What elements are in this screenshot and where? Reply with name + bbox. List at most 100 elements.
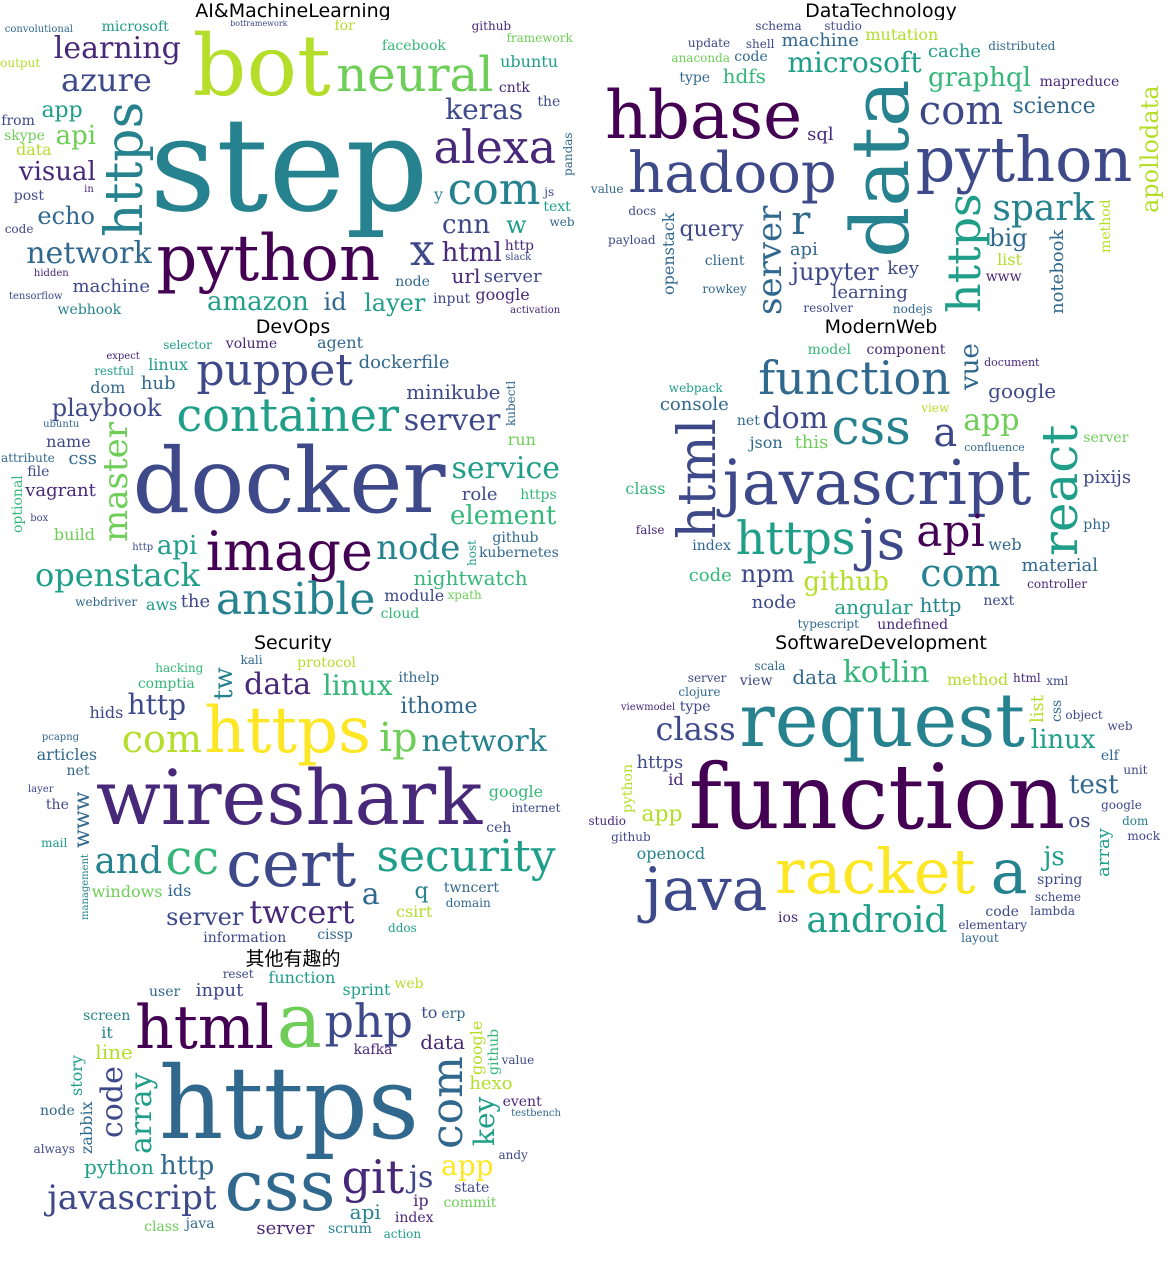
word-id: id (323, 288, 347, 317)
word-function: function (268, 968, 336, 987)
word-host: host (464, 540, 479, 567)
panel-title: SoftwareDevelopment (775, 632, 987, 654)
word-windows: windows (91, 881, 163, 901)
word-function: function (758, 351, 951, 406)
word-class: class (625, 478, 666, 498)
word-schema: schema (755, 20, 802, 34)
word-github: github (492, 530, 539, 547)
word-dom: dom (762, 401, 829, 437)
word-pixijs: pixijs (1083, 466, 1132, 488)
word-view: view (921, 400, 950, 415)
word-azure: azure (61, 61, 152, 100)
word-http: http (919, 592, 962, 617)
word-linux: linux (1030, 725, 1096, 756)
word-html: html (1012, 671, 1041, 686)
word-https: https (937, 192, 992, 313)
word-python: python (156, 221, 381, 296)
word-volume: volume (225, 336, 278, 352)
word-html: html (135, 993, 274, 1064)
word-dom: dom (1122, 814, 1149, 829)
word-hids: hids (89, 702, 124, 722)
word-kubectl: kubectl (504, 381, 519, 427)
word-step: step (149, 89, 429, 242)
word-code: code (985, 903, 1019, 920)
word-studio: studio (824, 20, 862, 33)
word-value: value (590, 182, 624, 197)
word-app: app (441, 1148, 494, 1182)
word-scheme: scheme (1034, 889, 1082, 904)
word-css: css (224, 1145, 336, 1228)
word-protocol: protocol (297, 654, 356, 671)
word-github: github (471, 20, 512, 33)
word-xpath: xpath (447, 588, 482, 603)
word-http: http (160, 1150, 215, 1181)
word-class: class (144, 1219, 180, 1236)
word-to: to (421, 1002, 438, 1022)
word-mock: mock (1127, 828, 1160, 843)
word-ithelp: ithelp (398, 670, 440, 687)
word-confluence: confluence (964, 441, 1025, 455)
word-payload: payload (608, 233, 656, 248)
word-python: python (915, 122, 1133, 196)
word-botframework: botframework (230, 20, 288, 28)
word-module: module (384, 585, 445, 605)
word-w: w (506, 211, 527, 240)
word-hidden: hidden (33, 267, 69, 279)
word-ubuntu: ubuntu (500, 52, 559, 72)
word-web: web (1107, 719, 1133, 734)
word-api: api (789, 238, 818, 260)
word-net: net (736, 412, 760, 429)
word-ceh: ceh (486, 819, 512, 836)
word-https: https (735, 511, 856, 566)
word-type: type (679, 69, 711, 86)
word-code: code (4, 221, 34, 236)
word-google: google (1101, 798, 1142, 813)
word-convolutional: convolutional (4, 23, 74, 35)
word-for: for (334, 20, 355, 35)
word-container: container (176, 388, 399, 443)
word-twncert: twncert (443, 880, 499, 897)
word-css: css (68, 448, 97, 470)
word-js: js (859, 508, 906, 574)
word-https: https (204, 693, 371, 768)
word-value: value (501, 1053, 535, 1068)
word-google: google (466, 1020, 486, 1076)
word-twcert: twcert (249, 893, 355, 932)
word-dockerfile: dockerfile (358, 351, 450, 373)
word-optional: optional (9, 474, 26, 533)
word-layer: layer (27, 784, 54, 796)
word-commit: commit (443, 1194, 497, 1211)
word-sprint: sprint (342, 980, 391, 1000)
word-ddos: ddos (388, 920, 417, 935)
word-agent: agent (317, 336, 363, 353)
word-resolver: resolver (803, 300, 854, 315)
word-angular: angular (834, 594, 913, 619)
word-api: api (349, 1199, 381, 1224)
word-line: line (95, 1040, 133, 1065)
word-component: component (866, 341, 946, 358)
wordcloud-panel-security: Security wireshark cert https cc security ip co… (0, 632, 586, 952)
word-react: react (1031, 424, 1090, 557)
word-it: it (101, 1022, 113, 1042)
word-elf: elf (1100, 747, 1119, 764)
word-github: github (486, 1029, 503, 1076)
word-com: com (422, 1056, 473, 1150)
word-data: data (15, 140, 52, 160)
word-user: user (149, 984, 181, 1001)
word-input: input (195, 979, 244, 1001)
word-ubuntu: ubuntu (43, 418, 80, 430)
word-data: data (244, 667, 312, 703)
wordcloud-panel-other: 其他有趣的 https a css html php git com javascript arr… (0, 948, 586, 1248)
word-server: server (483, 265, 542, 287)
word-wireshark: wireshark (95, 753, 483, 843)
word-index: index (394, 1209, 434, 1226)
word-a: a (276, 976, 322, 1066)
panel-title: Security (253, 632, 333, 654)
word-in: in (84, 184, 94, 196)
word-cissp: cissp (317, 926, 353, 943)
word-information: information (203, 930, 287, 947)
word-github: github (803, 566, 889, 597)
word-viewmodel: viewmodel (620, 701, 676, 713)
word-vue: vue (955, 343, 986, 391)
word-internet: internet (511, 801, 561, 815)
